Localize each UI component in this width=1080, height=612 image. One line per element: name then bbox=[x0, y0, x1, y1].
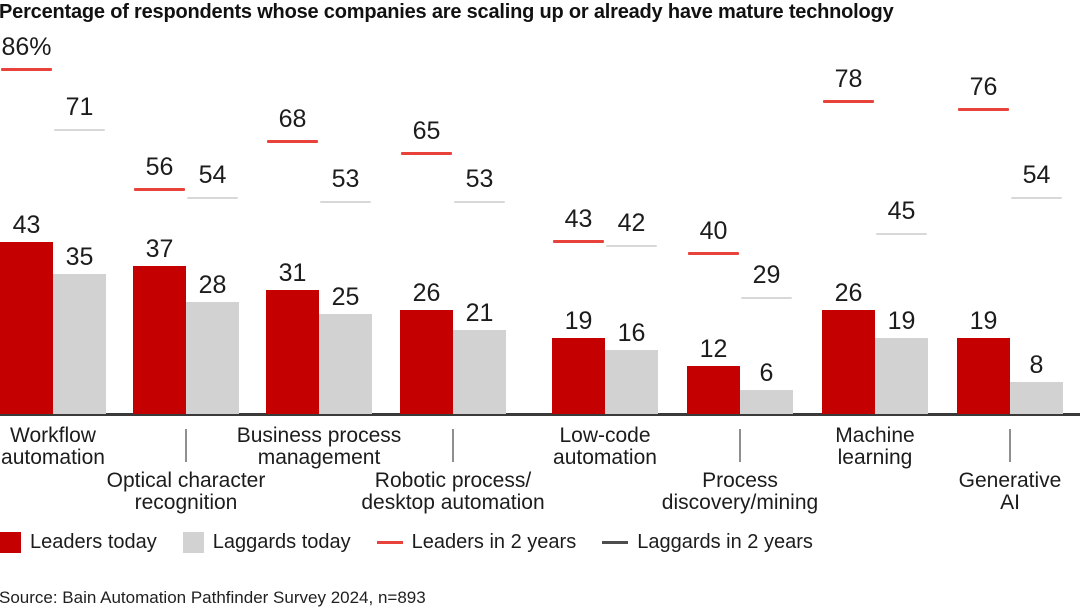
bar-leaders-today bbox=[687, 366, 740, 414]
x-axis-line bbox=[0, 413, 1080, 416]
dash-value-label-leaders-in-2-years: 40 bbox=[699, 217, 728, 245]
category-label: Business process management bbox=[236, 424, 402, 469]
value-label-leaders-today: 19 bbox=[564, 307, 593, 335]
bar-leaders-today bbox=[822, 310, 875, 414]
dash-leaders-in-2-years bbox=[1, 68, 52, 71]
category-label: Generative AI bbox=[958, 469, 1062, 514]
bar-laggards-today bbox=[605, 350, 658, 414]
dash-value-label-leaders-in-2-years: 43 bbox=[564, 205, 593, 233]
dash-leaders-in-2-years bbox=[958, 108, 1009, 111]
source-note: Source: Bain Automation Pathfinder Surve… bbox=[0, 588, 426, 607]
bar-laggards-today bbox=[53, 274, 106, 414]
bar-laggards-today bbox=[740, 390, 793, 414]
value-label-leaders-today: 19 bbox=[969, 307, 998, 335]
value-label-laggards-today: 35 bbox=[65, 243, 94, 271]
category-label: Process discovery/mining bbox=[661, 469, 819, 514]
dash-leaders-in-2-years bbox=[688, 252, 739, 255]
dash-leaders-in-2-years bbox=[134, 188, 185, 191]
dash-value-label-leaders-in-2-years: 78 bbox=[834, 65, 863, 93]
dash-value-label-leaders-in-2-years: 76 bbox=[969, 73, 998, 101]
laggards-in-2-years-dash-icon bbox=[602, 541, 629, 544]
bar-leaders-today bbox=[133, 266, 186, 414]
legend-label: Leaders today bbox=[30, 531, 157, 553]
value-label-leaders-today: 26 bbox=[412, 279, 441, 307]
chart-legend: Leaders today Laggards today Leaders in … bbox=[0, 531, 813, 554]
bar-leaders-today bbox=[0, 242, 53, 414]
value-label-laggards-today: 25 bbox=[331, 283, 360, 311]
category-label: Workflow automation bbox=[1, 424, 105, 469]
bar-laggards-today bbox=[319, 314, 372, 414]
chart-title: Percentage of respondents whose companie… bbox=[0, 1, 894, 23]
dash-laggards-in-2-years bbox=[54, 129, 105, 131]
bar-leaders-today bbox=[400, 310, 453, 414]
bar-laggards-today bbox=[186, 302, 239, 414]
value-label-leaders-today: 26 bbox=[834, 279, 863, 307]
bar-leaders-today bbox=[552, 338, 605, 414]
legend-item-laggards-in-2-years: Laggards in 2 years bbox=[602, 531, 813, 554]
axis-tick bbox=[452, 429, 454, 462]
dash-leaders-in-2-years bbox=[267, 140, 318, 143]
value-label-laggards-today: 16 bbox=[617, 319, 646, 347]
dash-value-label-laggards-in-2-years: 54 bbox=[1022, 161, 1051, 189]
value-label-laggards-today: 6 bbox=[759, 359, 774, 387]
leaders-today-swatch-icon bbox=[0, 532, 21, 553]
legend-item-laggards-today: Laggards today bbox=[182, 531, 351, 554]
bar-laggards-today bbox=[453, 330, 506, 414]
category-label: Machine learning bbox=[835, 424, 915, 469]
dash-laggards-in-2-years bbox=[187, 197, 238, 199]
dash-laggards-in-2-years bbox=[320, 201, 371, 203]
bar-laggards-today bbox=[1010, 382, 1063, 414]
dash-value-label-leaders-in-2-years: 68 bbox=[278, 105, 307, 133]
value-label-laggards-today: 28 bbox=[198, 271, 227, 299]
value-label-leaders-today: 31 bbox=[278, 259, 307, 287]
axis-tick bbox=[739, 429, 741, 462]
dash-value-label-laggards-in-2-years: 42 bbox=[617, 209, 646, 237]
leaders-in-2-years-dash-icon bbox=[376, 541, 403, 544]
dash-laggards-in-2-years bbox=[876, 233, 927, 235]
dash-laggards-in-2-years bbox=[454, 201, 505, 203]
axis-tick bbox=[185, 429, 187, 462]
category-label: Robotic process/ desktop automation bbox=[361, 469, 545, 514]
value-label-leaders-today: 43 bbox=[12, 211, 41, 239]
dash-value-label-laggards-in-2-years: 53 bbox=[331, 165, 360, 193]
dash-value-label-laggards-in-2-years: 54 bbox=[198, 161, 227, 189]
dash-leaders-in-2-years bbox=[823, 100, 874, 103]
value-label-laggards-today: 8 bbox=[1029, 351, 1044, 379]
legend-item-leaders-in-2-years: Leaders in 2 years bbox=[376, 531, 577, 554]
dash-laggards-in-2-years bbox=[606, 245, 657, 247]
dash-value-label-laggards-in-2-years: 45 bbox=[887, 197, 916, 225]
dash-value-label-laggards-in-2-years: 53 bbox=[465, 165, 494, 193]
value-label-leaders-today: 12 bbox=[699, 335, 728, 363]
legend-label: Laggards in 2 years bbox=[637, 531, 813, 553]
axis-tick bbox=[1009, 429, 1011, 462]
value-label-leaders-today: 37 bbox=[145, 235, 174, 263]
value-label-laggards-today: 19 bbox=[887, 307, 916, 335]
dash-value-label-laggards-in-2-years: 29 bbox=[752, 261, 781, 289]
dash-value-label-leaders-in-2-years: 86% bbox=[1, 33, 52, 61]
dash-value-label-leaders-in-2-years: 65 bbox=[412, 117, 441, 145]
legend-label: Leaders in 2 years bbox=[411, 531, 577, 553]
dash-value-label-laggards-in-2-years: 71 bbox=[65, 93, 94, 121]
dash-leaders-in-2-years bbox=[401, 152, 452, 155]
bar-laggards-today bbox=[875, 338, 928, 414]
category-label: Optical character recognition bbox=[106, 469, 266, 514]
legend-label: Laggards today bbox=[212, 531, 351, 553]
laggards-today-swatch-icon bbox=[182, 532, 204, 553]
value-label-laggards-today: 21 bbox=[465, 299, 494, 327]
dash-leaders-in-2-years bbox=[553, 240, 604, 243]
bar-leaders-today bbox=[957, 338, 1010, 414]
dash-laggards-in-2-years bbox=[1011, 197, 1062, 199]
dash-laggards-in-2-years bbox=[741, 297, 792, 299]
dash-value-label-leaders-in-2-years: 56 bbox=[145, 153, 174, 181]
legend-item-leaders-today: Leaders today bbox=[0, 531, 157, 554]
category-label: Low-code automation bbox=[553, 424, 657, 469]
bar-leaders-today bbox=[266, 290, 319, 414]
